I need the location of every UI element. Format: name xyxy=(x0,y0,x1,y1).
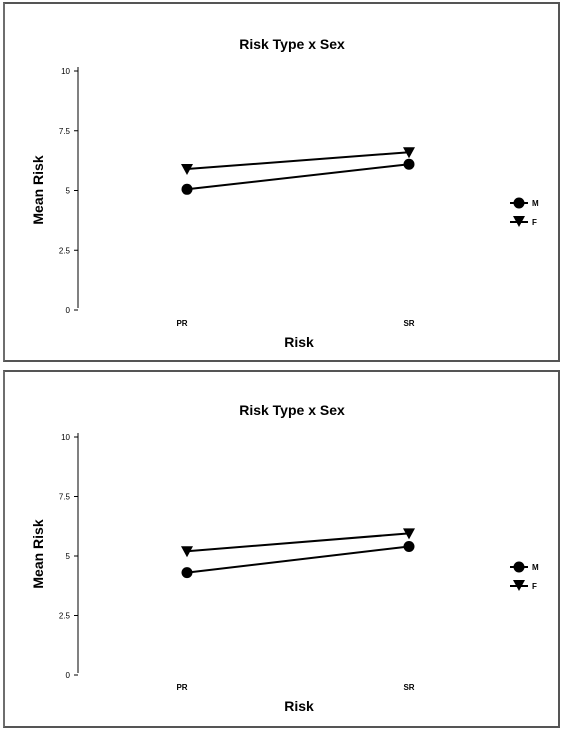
y-tick-label: 10 xyxy=(61,67,70,76)
y-axis-label: Mean Risk xyxy=(30,519,46,588)
series-line-m xyxy=(186,163,410,191)
x-axis-label: Risk xyxy=(284,334,314,350)
legend-label-f: F xyxy=(532,582,537,591)
legend-label-m: M xyxy=(532,199,539,208)
data-point-f-sr xyxy=(403,528,415,540)
data-point-m-sr xyxy=(403,540,415,552)
legend-label-m: M xyxy=(532,563,539,572)
data-point-f-pr xyxy=(181,546,193,558)
y-tick-label: 5 xyxy=(66,552,71,561)
y-tick-label: 7.5 xyxy=(59,493,71,502)
y-tick-label: 7.5 xyxy=(59,127,71,136)
chart-title: Risk Type x Sex xyxy=(239,36,345,52)
y-tick-label: 2.5 xyxy=(59,612,71,621)
chart-panel-2: Risk Type x Sex Risk Mean Risk 0 2.5 5 7.5 1… xyxy=(3,370,560,728)
data-point-m-sr xyxy=(403,158,415,170)
legend-marker-f xyxy=(513,216,525,227)
legend-marker-m xyxy=(513,197,525,209)
legend: M F xyxy=(510,561,539,591)
legend-label-f: F xyxy=(532,218,537,227)
data-point-m-pr xyxy=(181,183,193,195)
series-line-m xyxy=(186,545,410,574)
series-line-f xyxy=(186,151,410,170)
chart-panel-1: Risk Type x Sex Risk Mean Risk 0 2.5 5 7.5 1… xyxy=(3,2,560,362)
y-tick-label: 2.5 xyxy=(59,246,71,255)
x-tick-label-pr: PR xyxy=(176,319,187,328)
data-point-m-pr xyxy=(181,567,193,579)
series-line-f xyxy=(186,532,410,553)
x-tick-label-pr: PR xyxy=(176,683,187,692)
chart-title: Risk Type x Sex xyxy=(239,402,345,418)
y-tick-label: 5 xyxy=(66,187,71,196)
chart-2-svg: Risk Type x Sex Risk Mean Risk 0 2.5 5 7.5 1… xyxy=(30,402,539,714)
y-axis-label: Mean Risk xyxy=(30,155,46,224)
legend: M F xyxy=(510,197,539,227)
y-tick-label: 10 xyxy=(61,433,70,442)
data-point-f-sr xyxy=(403,147,415,159)
y-tick-label: 0 xyxy=(66,306,71,315)
x-tick-label-sr: SR xyxy=(403,319,414,328)
chart-1-svg: Risk Type x Sex Risk Mean Risk 0 2.5 5 7.5 1… xyxy=(30,36,539,350)
legend-marker-f xyxy=(513,580,525,591)
x-axis-label: Risk xyxy=(284,698,314,714)
x-tick-label-sr: SR xyxy=(403,683,414,692)
data-point-f-pr xyxy=(181,163,193,175)
y-tick-label: 0 xyxy=(66,671,71,680)
legend-marker-m xyxy=(513,561,525,573)
